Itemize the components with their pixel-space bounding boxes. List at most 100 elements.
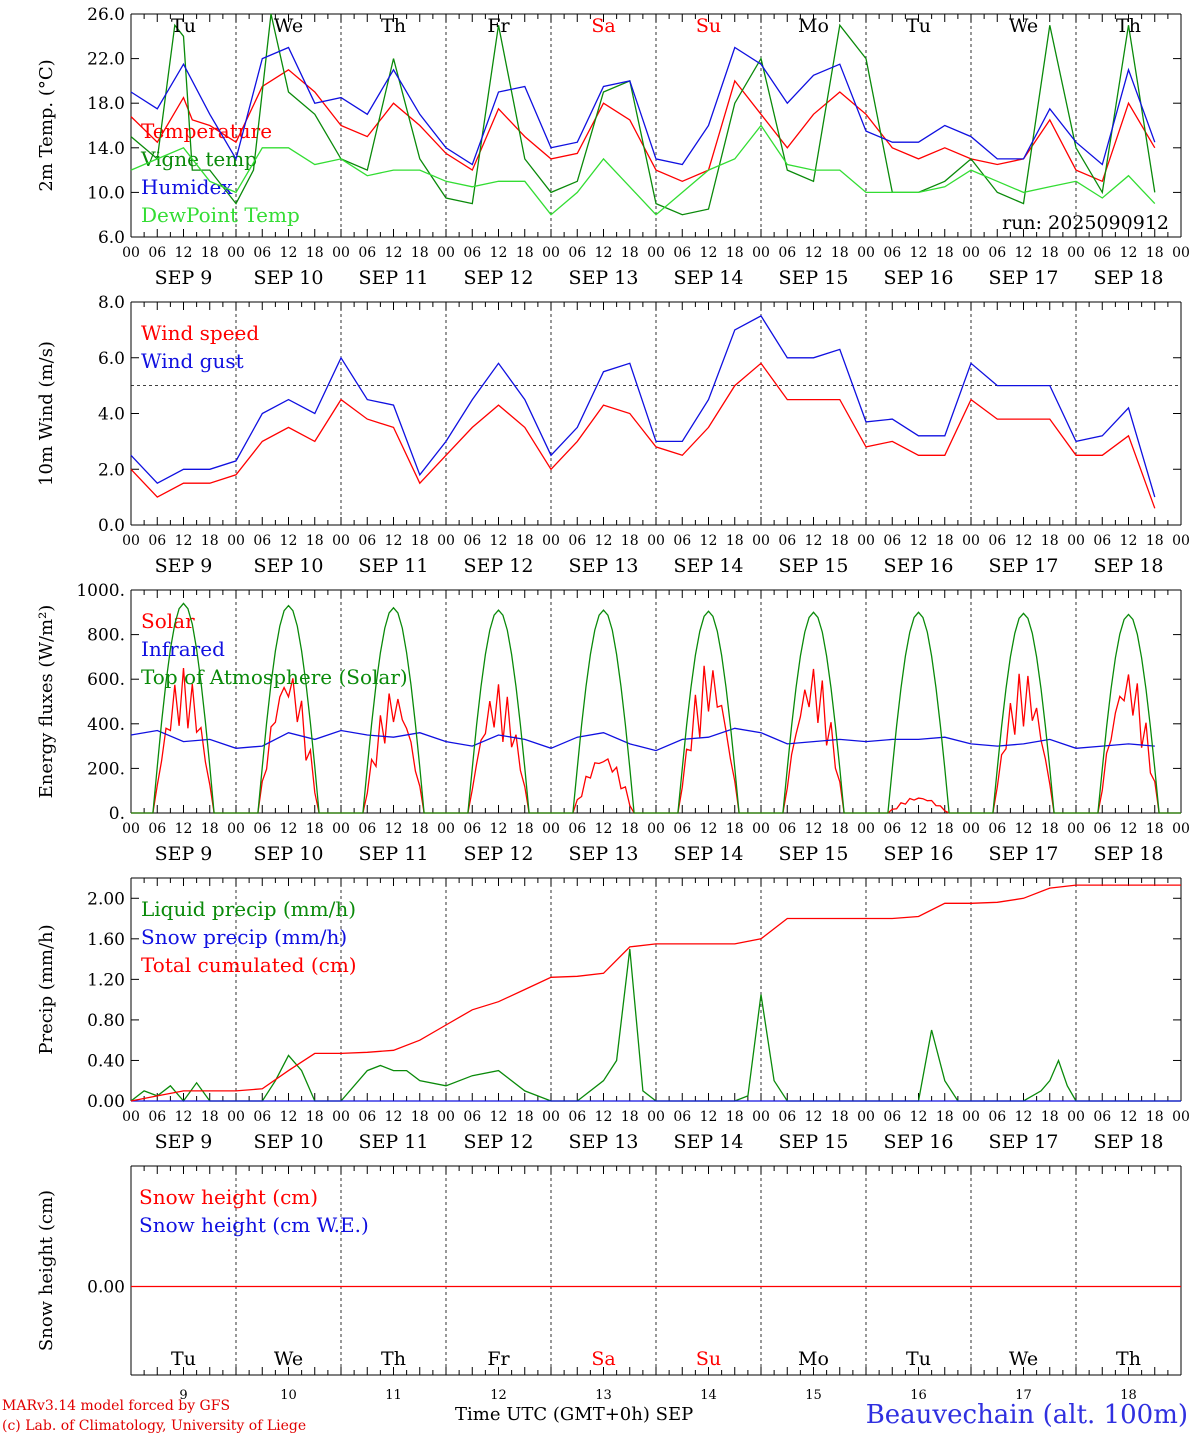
hour-tick-label: 00 [857, 1109, 875, 1125]
hour-tick-label: 06 [358, 245, 376, 261]
hour-tick-label: 18 [201, 245, 219, 261]
y-axis-title: Precip (mm/h) [36, 924, 57, 1054]
hour-tick-label: 18 [726, 533, 744, 549]
hour-tick-label: 06 [1093, 533, 1111, 549]
hour-tick-label: 00 [542, 1109, 560, 1125]
legend-entry: Wind gust [141, 349, 244, 373]
hour-tick-label: 12 [910, 1109, 928, 1125]
hour-tick-label: 18 [1041, 821, 1059, 837]
hour-tick-label: 18 [621, 821, 639, 837]
y-tick-label: 0. [109, 804, 125, 824]
weekday-label: Su [696, 1348, 721, 1370]
hour-tick-label: 06 [358, 1109, 376, 1125]
series-line [130, 124, 1156, 216]
hour-tick-label: 18 [1041, 1109, 1059, 1125]
date-label: SEP 16 [884, 843, 954, 865]
y-tick-label: 2.0 [98, 460, 125, 480]
hour-tick-label: 12 [175, 245, 193, 261]
date-label: SEP 16 [884, 555, 954, 577]
hour-tick-label: 00 [647, 533, 665, 549]
panel-4: 0.00 0.40 0.80 1.20 1.60 2.00 Precip (mm/h) 00 0… [36, 877, 1190, 1153]
hour-tick-label: 18 [201, 533, 219, 549]
hour-tick-label: 12 [175, 1109, 193, 1125]
hour-tick-label: 12 [595, 821, 613, 837]
date-label: SEP 13 [569, 555, 639, 577]
hour-tick-label: 18 [621, 533, 639, 549]
panel-1: 6.0 10.0 14.0 18.0 22.0 26.0 2m Temp. (°C) 00 06… [36, 5, 1190, 289]
hour-tick-label: 12 [175, 821, 193, 837]
date-label: SEP 16 [884, 267, 954, 289]
y-tick-label: 400. [87, 715, 125, 735]
legend-entry: Snow height (cm) [139, 1185, 318, 1209]
hour-tick-label: 06 [253, 1109, 271, 1125]
legend-entry: DewPoint Temp [141, 203, 300, 227]
hour-tick-label: 06 [148, 245, 166, 261]
hour-tick-label: 06 [883, 1109, 901, 1125]
date-label: SEP 11 [359, 267, 429, 289]
hour-tick-label: 12 [595, 1109, 613, 1125]
hour-tick-label: 18 [1146, 1109, 1164, 1125]
y-tick-label: 1.20 [87, 970, 125, 990]
date-label: SEP 13 [569, 843, 639, 865]
hour-tick-label: 00 [227, 533, 245, 549]
y-tick-label: 8.0 [98, 293, 125, 313]
weekday-label: Th [1116, 15, 1141, 37]
hour-tick-label: 12 [910, 821, 928, 837]
hour-tick-label: 18 [411, 821, 429, 837]
hour-tick-label: 06 [148, 821, 166, 837]
hour-tick-label: 18 [201, 821, 219, 837]
date-label: SEP 12 [464, 267, 534, 289]
hour-tick-label: 18 [306, 1109, 324, 1125]
hour-tick-label: 06 [1093, 245, 1111, 261]
hour-tick-label: 00 [962, 245, 980, 261]
date-label: SEP 10 [254, 843, 324, 865]
y-axis-title: Energy fluxes (W/m²) [36, 605, 57, 799]
hour-tick-label: 00 [122, 821, 140, 837]
y-axis-title: 2m Temp. (°C) [36, 59, 57, 191]
legend-entry: Top of Atmosphere (Solar) [141, 665, 408, 689]
hour-tick-label: 18 [831, 533, 849, 549]
date-label: SEP 15 [779, 555, 849, 577]
hour-tick-label: 18 [936, 245, 954, 261]
hour-tick-label: 06 [988, 821, 1006, 837]
hour-tick-label: 00 [1067, 1109, 1085, 1125]
legend-entry: Snow precip (mm/h) [141, 925, 347, 949]
hour-tick-label: 00 [857, 245, 875, 261]
hour-tick-label: 18 [621, 245, 639, 261]
hour-tick-label: 12 [280, 245, 298, 261]
y-tick-label: 4.0 [98, 405, 125, 425]
weekday-label: Tu [171, 1348, 196, 1370]
y-axis-title: 10m Wind (m/s) [36, 341, 57, 486]
hour-tick-label: 06 [673, 245, 691, 261]
legend-entry: Snow height (cm W.E.) [139, 1213, 369, 1237]
hour-tick-label: 12 [490, 245, 508, 261]
date-label: SEP 9 [155, 1131, 213, 1153]
weekday-label: We [1009, 1348, 1038, 1370]
series-line [130, 884, 1181, 1102]
hour-tick-label: 12 [805, 821, 823, 837]
legend-entry: Solar [141, 609, 195, 633]
hour-tick-label: 12 [1015, 245, 1033, 261]
hour-tick-label: 12 [1120, 1109, 1138, 1125]
date-label: SEP 17 [989, 843, 1059, 865]
hour-tick-label: 18 [411, 533, 429, 549]
y-tick-label: 14.0 [87, 139, 125, 159]
hour-tick-label: 18 [1146, 821, 1164, 837]
date-label: SEP 12 [464, 843, 534, 865]
hour-tick-label: 18 [1041, 533, 1059, 549]
y-tick-label: 6.0 [98, 349, 125, 369]
hour-tick-label: 12 [490, 533, 508, 549]
hour-tick-label: 06 [568, 821, 586, 837]
hour-tick-label: 12 [700, 1109, 718, 1125]
hour-tick-label: 00 [437, 821, 455, 837]
hour-tick-label: 06 [673, 1109, 691, 1125]
day-number-label: 14 [700, 1388, 717, 1403]
date-label: SEP 17 [989, 1131, 1059, 1153]
hour-tick-label: 00 [332, 533, 350, 549]
hour-tick-label: 12 [1015, 533, 1033, 549]
hour-tick-label: 00 [1172, 533, 1190, 549]
hour-tick-label: 12 [700, 533, 718, 549]
hour-tick-label: 06 [358, 533, 376, 549]
legend-entry: Liquid precip (mm/h) [141, 897, 356, 921]
date-label: SEP 9 [155, 267, 213, 289]
